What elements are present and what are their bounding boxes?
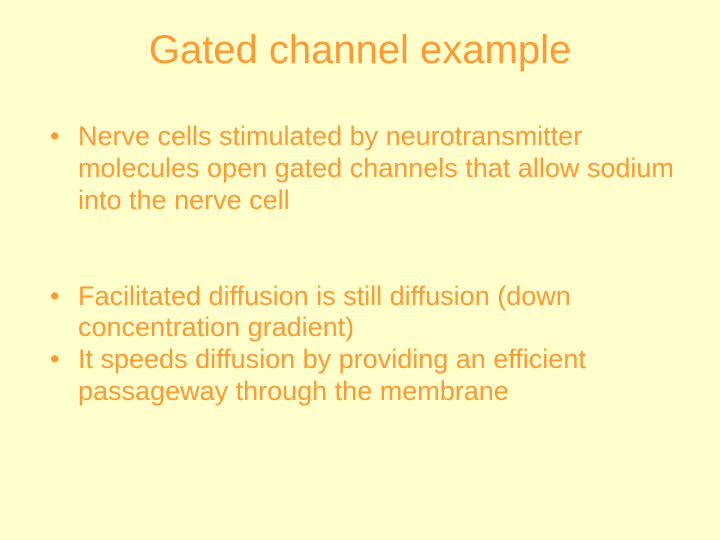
bullet-list: Nerve cells stimulated by neurotransmitt… <box>40 121 680 217</box>
bullet-item: Nerve cells stimulated by neurotransmitt… <box>40 121 680 217</box>
bullet-item: Facilitated diffusion is still diffusion… <box>40 281 680 345</box>
slide-title: Gated channel example <box>40 28 680 73</box>
bullet-group-gap <box>40 217 680 281</box>
bullet-list: Facilitated diffusion is still diffusion… <box>40 281 680 408</box>
bullet-item: It speeds diffusion by providing an effi… <box>40 344 680 408</box>
